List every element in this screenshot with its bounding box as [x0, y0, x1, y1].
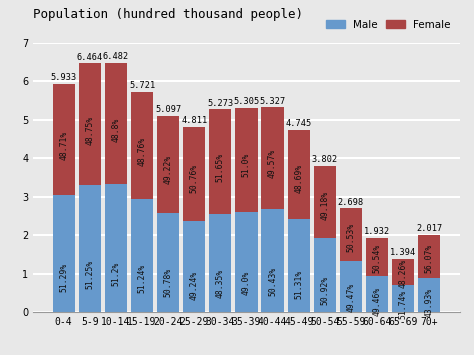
Text: 4.811: 4.811	[181, 116, 207, 125]
Bar	[340, 208, 362, 261]
Text: 48.71%: 48.71%	[59, 130, 68, 160]
Bar	[392, 285, 414, 312]
Bar	[418, 278, 440, 312]
Bar	[53, 195, 75, 312]
Bar	[131, 200, 153, 312]
Text: 2.698: 2.698	[338, 198, 364, 207]
Text: 56.07%: 56.07%	[425, 244, 434, 273]
Text: 51.2%: 51.2%	[111, 262, 120, 286]
Bar	[366, 275, 388, 312]
Bar	[262, 209, 284, 312]
Text: 49.22%: 49.22%	[164, 154, 173, 184]
Text: 6.464: 6.464	[77, 53, 103, 62]
Bar	[105, 62, 127, 185]
Text: 51.24%: 51.24%	[137, 264, 146, 293]
Text: 50.53%: 50.53%	[346, 223, 356, 252]
Text: 49.46%: 49.46%	[373, 287, 382, 316]
Bar	[183, 127, 205, 221]
Bar	[340, 261, 362, 312]
Text: 50.43%: 50.43%	[268, 267, 277, 296]
Text: 2.017: 2.017	[416, 224, 442, 233]
Text: 51.74%: 51.74%	[399, 289, 408, 319]
Text: 50.92%: 50.92%	[320, 275, 329, 305]
Bar	[314, 238, 336, 312]
Text: 48.8%: 48.8%	[111, 118, 120, 142]
Bar	[131, 92, 153, 200]
Text: 6.482: 6.482	[103, 52, 129, 61]
Bar	[209, 214, 231, 312]
Text: 49.18%: 49.18%	[320, 191, 329, 220]
Bar	[418, 235, 440, 278]
Text: 49.24%: 49.24%	[190, 271, 199, 300]
Bar	[314, 166, 336, 238]
Text: 50.54%: 50.54%	[373, 244, 382, 273]
Text: 51.31%: 51.31%	[294, 270, 303, 299]
Bar	[79, 185, 101, 312]
Text: Population (hundred thousand people): Population (hundred thousand people)	[33, 8, 303, 21]
Text: 48.26%: 48.26%	[399, 258, 408, 288]
Bar	[209, 109, 231, 214]
Bar	[236, 108, 257, 212]
Text: 3.802: 3.802	[312, 155, 338, 164]
Bar	[236, 212, 257, 312]
Text: 49.57%: 49.57%	[268, 148, 277, 178]
Text: 5.327: 5.327	[259, 97, 286, 105]
Text: 5.097: 5.097	[155, 105, 181, 114]
Bar	[392, 259, 414, 285]
Bar	[183, 221, 205, 312]
Bar	[262, 107, 284, 209]
Text: 48.69%: 48.69%	[294, 164, 303, 193]
Bar	[157, 116, 179, 213]
Text: 5.721: 5.721	[129, 81, 155, 91]
Bar	[53, 84, 75, 195]
Text: 1.932: 1.932	[364, 228, 390, 236]
Text: 48.35%: 48.35%	[216, 268, 225, 297]
Bar	[157, 213, 179, 312]
Text: 48.75%: 48.75%	[85, 115, 94, 145]
Text: 51.29%: 51.29%	[59, 263, 68, 292]
Text: 51.0%: 51.0%	[242, 153, 251, 178]
Text: 5.273: 5.273	[207, 99, 234, 108]
Text: 43.93%: 43.93%	[425, 288, 434, 317]
Text: 51.65%: 51.65%	[216, 152, 225, 181]
Legend: Male, Female: Male, Female	[322, 15, 455, 34]
Text: 4.745: 4.745	[286, 119, 312, 128]
Text: 51.25%: 51.25%	[85, 260, 94, 289]
Bar	[105, 185, 127, 312]
Bar	[79, 63, 101, 185]
Text: 1.394: 1.394	[390, 248, 416, 257]
Text: 50.78%: 50.78%	[164, 268, 173, 297]
Bar	[288, 130, 310, 219]
Text: 48.76%: 48.76%	[137, 136, 146, 166]
Text: 49.0%: 49.0%	[242, 270, 251, 295]
Text: 5.933: 5.933	[51, 73, 77, 82]
Bar	[366, 238, 388, 275]
Text: 5.305: 5.305	[233, 97, 260, 106]
Bar	[288, 219, 310, 312]
Text: 50.76%: 50.76%	[190, 164, 199, 193]
Text: 49.47%: 49.47%	[346, 282, 356, 312]
